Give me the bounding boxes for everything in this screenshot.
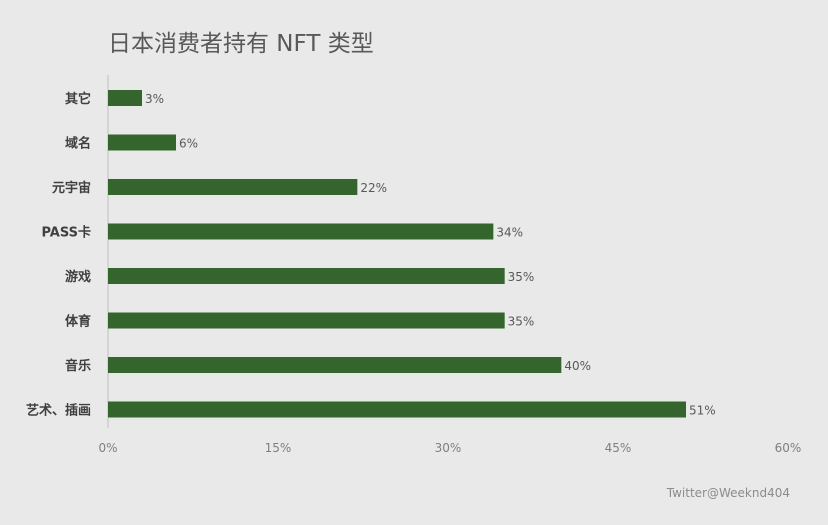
category-label: 元宇宙 — [52, 180, 91, 196]
bar — [108, 401, 686, 418]
bar — [108, 90, 142, 106]
chart-title: 日本消费者持有 NFT 类型 — [108, 31, 374, 57]
data-label: 22% — [360, 181, 387, 195]
watermark-credit: Twitter@Weeknd404 — [666, 486, 790, 500]
data-label: 51% — [689, 404, 716, 418]
bar — [108, 179, 358, 195]
data-label: 34% — [496, 226, 523, 240]
data-label: 40% — [564, 359, 591, 373]
x-tick-label: 0% — [98, 441, 117, 455]
category-label: PASS卡 — [41, 225, 91, 241]
category-label: 游戏 — [65, 269, 91, 285]
category-label: 其它 — [65, 91, 91, 107]
category-label: 艺术、插画 — [26, 403, 91, 419]
x-tick-label: 15% — [265, 441, 292, 455]
x-tick-label: 30% — [435, 441, 462, 455]
bar — [108, 268, 505, 284]
data-label: 3% — [145, 92, 164, 106]
x-tick-label: 60% — [775, 441, 802, 455]
category-label: 音乐 — [65, 358, 91, 374]
bar — [108, 357, 562, 373]
bar — [108, 223, 494, 240]
data-label: 35% — [508, 315, 535, 329]
bar — [108, 134, 176, 151]
bar — [108, 312, 505, 329]
data-label: 35% — [508, 270, 535, 284]
category-label: 域名 — [65, 136, 91, 152]
x-tick-label: 45% — [605, 441, 632, 455]
data-label: 6% — [179, 137, 198, 151]
category-label: 体育 — [65, 314, 91, 330]
